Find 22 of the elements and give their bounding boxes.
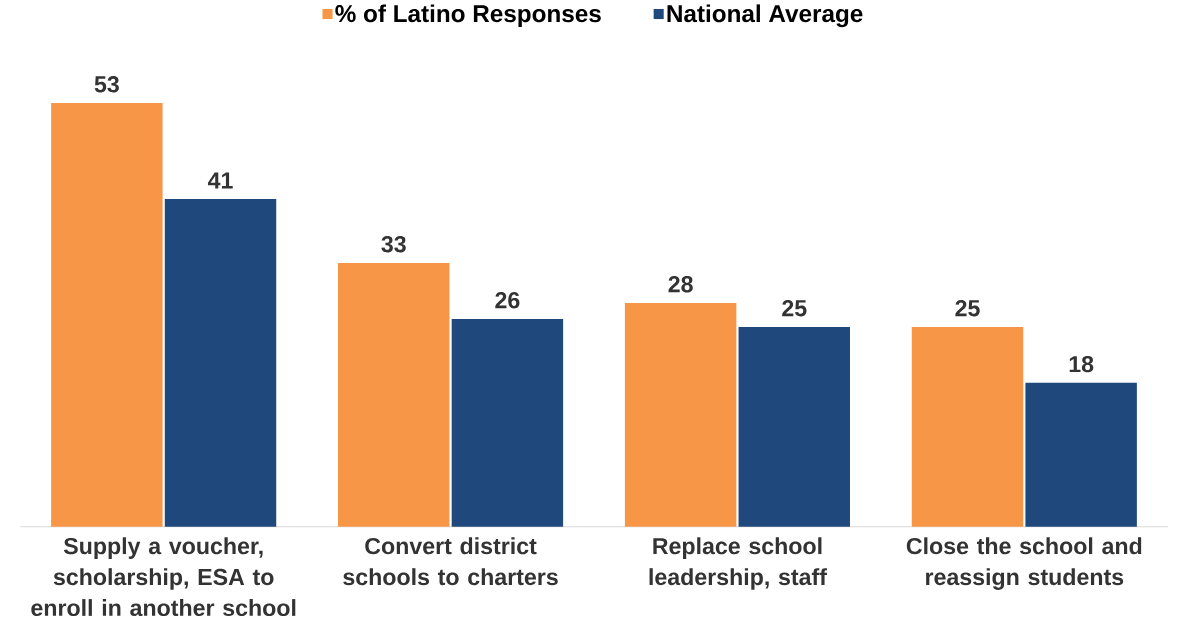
- bar: [51, 103, 163, 527]
- data-label: 18: [1069, 356, 1094, 373]
- bar: [338, 263, 450, 527]
- x-tick-label: Close the school and reassign students: [906, 537, 1142, 590]
- legend-label: National Average: [667, 4, 863, 28]
- legend-label: % of Latino Responses: [335, 4, 601, 28]
- data-label: 25: [782, 300, 807, 317]
- bar: [1025, 382, 1137, 527]
- bar: [738, 327, 850, 527]
- x-tick-label: Supply a voucher, scholarship, ESA to enroll in another school: [31, 537, 296, 617]
- bar: [164, 199, 277, 527]
- bar: [451, 319, 564, 527]
- data-label: 26: [495, 292, 520, 309]
- data-label: 53: [94, 76, 119, 93]
- data-label: 33: [381, 236, 406, 253]
- bar: [624, 303, 737, 527]
- bar: [911, 327, 1024, 527]
- data-label: 41: [207, 172, 233, 189]
- data-label: 28: [668, 276, 693, 293]
- x-tick-label: Convert district schools to charters: [343, 537, 558, 586]
- data-label: 25: [955, 300, 980, 317]
- x-tick-label: Replace school leadership, staff: [649, 537, 827, 590]
